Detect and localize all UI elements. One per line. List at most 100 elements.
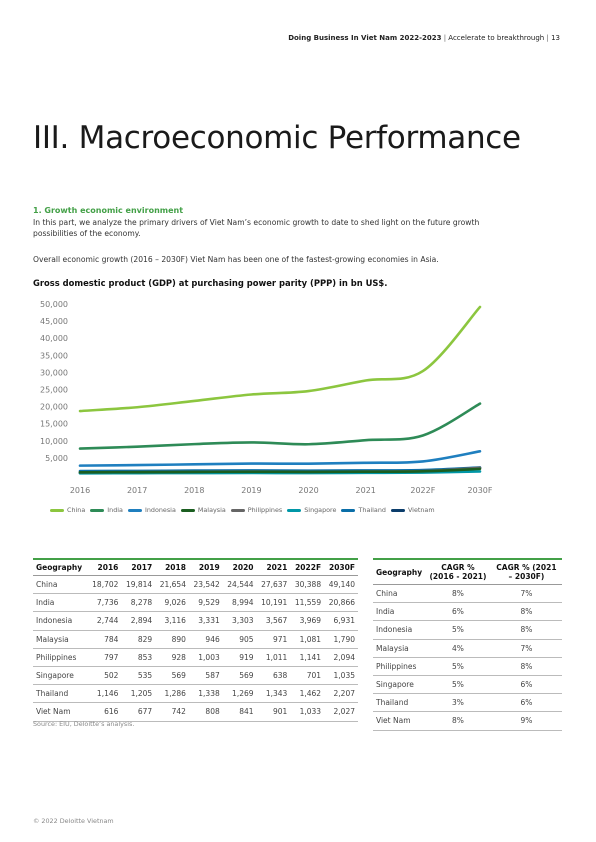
page-header: Doing Business In Viet Nam 2022-2023 | A… bbox=[288, 34, 560, 42]
legend-item-malaysia: Malaysia bbox=[180, 506, 226, 514]
table-cell: 7% bbox=[490, 584, 562, 604]
table-cell: 8% bbox=[425, 711, 491, 731]
x-tick-label: 2017 bbox=[127, 486, 147, 495]
cagr-table-row: Viet Nam 8% 9% bbox=[373, 711, 562, 731]
table-cell: 1,338 bbox=[188, 684, 223, 704]
gdp-line-chart: 50,000 45,000 40,000 35,000 30,000 25,000 20,0… bbox=[40, 300, 493, 495]
y-tick-label: 40,000 bbox=[40, 334, 68, 343]
table-cell: 971 bbox=[256, 630, 291, 649]
header-separator: | bbox=[443, 34, 449, 42]
row-geography: Philippines bbox=[33, 648, 88, 667]
table-cell: 8% bbox=[490, 657, 562, 676]
gdp-table-row: Viet Nam 616 677 742 808 841 901 1,033 2,027 bbox=[33, 702, 358, 722]
table-cell: 11,559 bbox=[290, 593, 325, 613]
table-cell: 3,567 bbox=[256, 611, 291, 631]
table-cell: 2,207 bbox=[324, 684, 358, 704]
column-header: 2018 bbox=[155, 558, 189, 576]
gdp-table-row: India 7,736 8,278 9,026 9,529 8,994 10,191 11,5… bbox=[33, 593, 358, 613]
table-cell: 890 bbox=[155, 630, 189, 649]
column-header: 2021 bbox=[256, 558, 291, 576]
row-geography: Philippines bbox=[373, 657, 426, 676]
table-cell: 946 bbox=[188, 630, 223, 649]
column-header: CAGR % (2021 – 2030F) bbox=[490, 558, 562, 585]
column-header: 2016 bbox=[87, 558, 122, 576]
x-tick-label: 2022F bbox=[410, 486, 435, 495]
table-cell: 1,790 bbox=[324, 630, 358, 649]
x-tick-label: 2016 bbox=[70, 486, 90, 495]
table-cell: 3,969 bbox=[290, 611, 325, 631]
table-cell: 8% bbox=[425, 584, 491, 604]
x-tick-label: 2018 bbox=[184, 486, 204, 495]
gdp-table: Geography 2016 2017 2018 2019 2020 2021 2022F 20… bbox=[33, 558, 358, 722]
table-cell: 569 bbox=[155, 666, 189, 686]
legend-label: Vietnam bbox=[407, 506, 435, 514]
table-cell: 1,011 bbox=[256, 648, 291, 667]
row-geography: China bbox=[373, 584, 426, 604]
column-header: 2019 bbox=[188, 558, 223, 576]
table-cell: 1,269 bbox=[222, 684, 257, 704]
cagr-table: Geography CAGR % (2016 - 2021) CAGR % (202… bbox=[373, 558, 562, 731]
table-cell: 30,388 bbox=[290, 575, 325, 595]
table-cell: 829 bbox=[121, 630, 156, 649]
table-cell: 535 bbox=[121, 666, 156, 686]
table-cell: 9% bbox=[490, 711, 562, 731]
row-geography: Viet Nam bbox=[33, 702, 88, 722]
y-tick-label: 45,000 bbox=[40, 317, 68, 326]
table-cell: 919 bbox=[222, 648, 257, 667]
table-cell: 9,026 bbox=[155, 593, 189, 613]
table-cell: 905 bbox=[222, 630, 257, 649]
gdp-table-row: Thailand 1,146 1,205 1,286 1,338 1,269 1,343 1,… bbox=[33, 684, 358, 704]
gdp-table-row: Singapore 502 535 569 587 569 638 701 1,035 bbox=[33, 666, 358, 686]
column-header: 2017 bbox=[121, 558, 156, 576]
x-tick-label: 2019 bbox=[241, 486, 261, 495]
y-tick-label: 5,000 bbox=[45, 454, 68, 463]
row-geography: India bbox=[373, 602, 426, 622]
table-cell: 7% bbox=[490, 639, 562, 658]
table-cell: 2,027 bbox=[324, 702, 358, 722]
page-title: III. Macroeconomic Performance bbox=[33, 120, 521, 156]
table-cell: 677 bbox=[121, 702, 156, 722]
row-geography: Malaysia bbox=[33, 630, 88, 649]
cagr-table-row: Thailand 3% 6% bbox=[373, 693, 562, 713]
table-cell: 10,191 bbox=[256, 593, 291, 613]
table-cell: 797 bbox=[87, 648, 122, 667]
table-cell: 1,286 bbox=[155, 684, 189, 704]
column-header: 2030F bbox=[324, 558, 358, 576]
table-cell: 8% bbox=[490, 602, 562, 622]
table-cell: 6% bbox=[490, 675, 562, 695]
table-cell: 1,205 bbox=[121, 684, 156, 704]
legend-item-china: China bbox=[50, 506, 85, 514]
legend-item-vietnam: Vietnam bbox=[390, 506, 435, 514]
y-tick-label: 15,000 bbox=[40, 420, 68, 429]
table-cell: 1,146 bbox=[87, 684, 122, 704]
legend-swatch bbox=[127, 508, 142, 512]
series-line-china bbox=[78, 305, 482, 413]
legend-label: Singapore bbox=[304, 506, 337, 514]
table-cell: 1,141 bbox=[290, 648, 325, 667]
series-line-indonesia bbox=[78, 449, 482, 467]
legend-swatch bbox=[180, 508, 195, 512]
table-cell: 701 bbox=[290, 666, 325, 686]
table-cell: 901 bbox=[256, 702, 291, 722]
cagr-table-row: Malaysia 4% 7% bbox=[373, 639, 562, 658]
table-cell: 7,736 bbox=[87, 593, 122, 613]
header-doc-title: Doing Business In Viet Nam 2022-2023 bbox=[288, 34, 442, 42]
y-tick-label: 50,000 bbox=[40, 300, 68, 309]
table-cell: 3,331 bbox=[188, 611, 223, 631]
cagr-table-row: Philippines 5% 8% bbox=[373, 657, 562, 676]
legend-swatch bbox=[50, 508, 64, 512]
row-geography: India bbox=[33, 593, 88, 613]
legend-label: India bbox=[107, 506, 123, 514]
row-geography: Indonesia bbox=[373, 620, 426, 640]
column-header: Geography bbox=[373, 558, 426, 585]
table-cell: 19,814 bbox=[121, 575, 156, 595]
legend-swatch bbox=[230, 508, 245, 512]
table-cell: 23,542 bbox=[188, 575, 223, 595]
legend-label: China bbox=[67, 506, 86, 514]
table-cell: 616 bbox=[87, 702, 122, 722]
gdp-table-row: Philippines 797 853 928 1,003 919 1,011 1,141 2,… bbox=[33, 648, 358, 667]
column-header: 2020 bbox=[222, 558, 257, 576]
legend-swatch bbox=[287, 508, 302, 512]
table-cell: 49,140 bbox=[324, 575, 358, 595]
table-cell: 1,081 bbox=[290, 630, 325, 649]
